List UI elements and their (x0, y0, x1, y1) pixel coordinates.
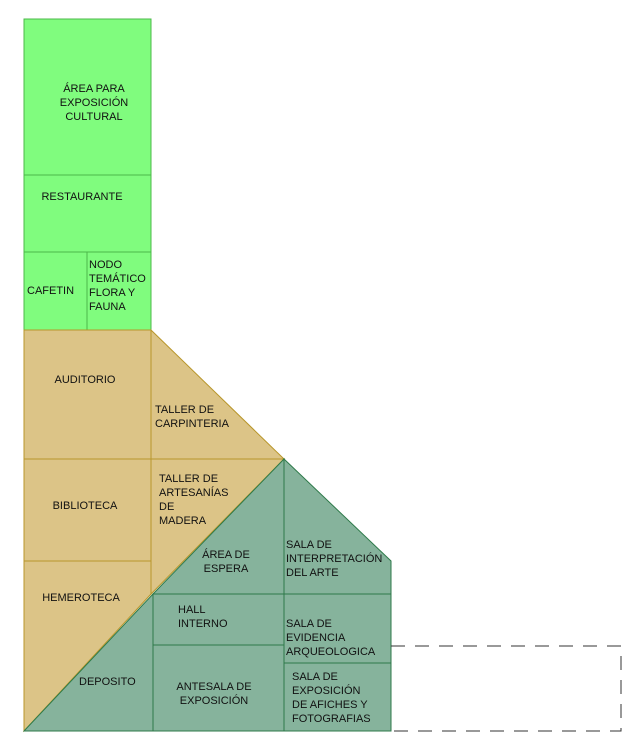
label-hall-interno: HALL INTERNO (178, 604, 228, 630)
label-area-espera: ÁREA DE ESPERA (202, 549, 250, 575)
label-sala-evidencia: SALA DE EVIDENCIA ARQUEOLOGICA (286, 618, 376, 658)
label-area-exposicion-cultural: ÁREA PARA EXPOSICIÓN CULTURAL (59, 83, 129, 123)
room-taller-carpinteria (150, 328, 286, 460)
room-auditorio (23, 329, 152, 460)
room-sala-evidencia (283, 593, 392, 664)
label-deposito: DEPOSITO (79, 676, 136, 688)
room-cafetin (23, 251, 88, 331)
label-sala-afiches: SALA DE EXPOSICIÓN DE AFICHES Y FOTOGRAF… (292, 671, 371, 725)
label-biblioteca: BIBLIOTECA (52, 500, 118, 512)
room-restaurante (23, 174, 152, 253)
label-nodo-tematico: NODO TEMÁTICO FLORA Y FAUNA (89, 259, 146, 313)
dashed-extension-outline (391, 645, 622, 732)
room-antesala-exposicion (152, 644, 285, 732)
room-hemeroteca (23, 560, 152, 733)
room-biblioteca (23, 458, 152, 562)
teal-zone (22, 457, 392, 732)
room-sala-afiches (283, 662, 392, 732)
label-antesala-exposicion: ANTESALA DE EXPOSICIÓN (176, 681, 252, 707)
label-sala-interpretacion: SALA DE INTERPRETACIÓN DEL ARTE (286, 539, 383, 579)
label-hemeroteca: HEMEROTECA (42, 592, 120, 604)
tan-zone (23, 328, 286, 733)
label-auditorio: AUDITORIO (54, 374, 116, 386)
label-taller-artesanias: TALLER DE ARTESANÍAS DE MADERA (159, 473, 229, 527)
room-nodo-tematico (86, 251, 152, 331)
room-area-exposicion-cultural (23, 18, 152, 176)
label-taller-carpinteria: TALLER DE CARPINTERIA (155, 404, 229, 430)
label-cafetin: CAFETIN (27, 285, 75, 297)
label-restaurante: RESTAURANTE (41, 191, 123, 203)
green-zone (23, 18, 152, 331)
